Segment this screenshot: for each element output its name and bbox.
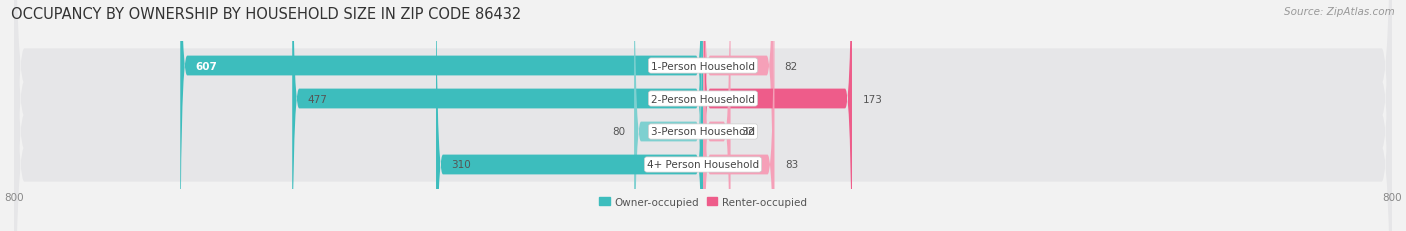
- Text: 82: 82: [785, 61, 797, 71]
- Text: 477: 477: [308, 94, 328, 104]
- Text: 32: 32: [741, 127, 754, 137]
- Legend: Owner-occupied, Renter-occupied: Owner-occupied, Renter-occupied: [595, 193, 811, 211]
- FancyBboxPatch shape: [14, 0, 1392, 231]
- Text: 310: 310: [451, 160, 471, 170]
- FancyBboxPatch shape: [634, 0, 703, 231]
- FancyBboxPatch shape: [703, 0, 731, 231]
- FancyBboxPatch shape: [703, 0, 852, 231]
- Text: Source: ZipAtlas.com: Source: ZipAtlas.com: [1284, 7, 1395, 17]
- Text: 173: 173: [862, 94, 882, 104]
- FancyBboxPatch shape: [703, 0, 773, 231]
- FancyBboxPatch shape: [14, 0, 1392, 231]
- Text: 80: 80: [613, 127, 626, 137]
- Text: 1-Person Household: 1-Person Household: [651, 61, 755, 71]
- Text: 3-Person Household: 3-Person Household: [651, 127, 755, 137]
- FancyBboxPatch shape: [292, 0, 703, 231]
- Text: 607: 607: [195, 61, 218, 71]
- Text: 4+ Person Household: 4+ Person Household: [647, 160, 759, 170]
- Text: OCCUPANCY BY OWNERSHIP BY HOUSEHOLD SIZE IN ZIP CODE 86432: OCCUPANCY BY OWNERSHIP BY HOUSEHOLD SIZE…: [11, 7, 522, 22]
- FancyBboxPatch shape: [14, 0, 1392, 231]
- FancyBboxPatch shape: [703, 0, 775, 231]
- Text: 83: 83: [785, 160, 799, 170]
- FancyBboxPatch shape: [14, 0, 1392, 231]
- Text: 2-Person Household: 2-Person Household: [651, 94, 755, 104]
- FancyBboxPatch shape: [180, 0, 703, 231]
- FancyBboxPatch shape: [436, 0, 703, 231]
